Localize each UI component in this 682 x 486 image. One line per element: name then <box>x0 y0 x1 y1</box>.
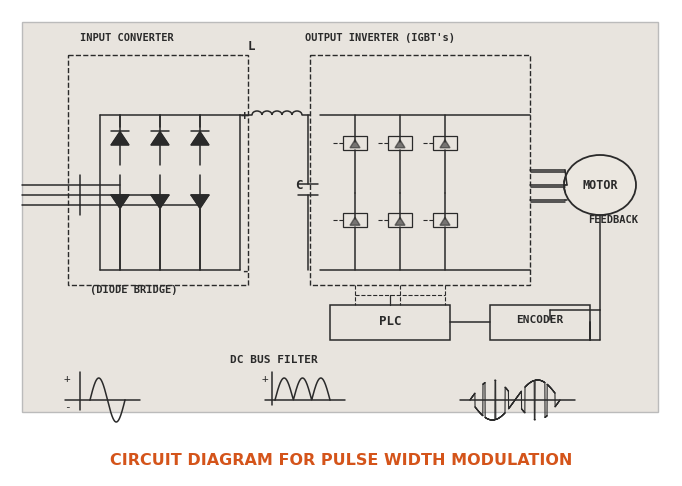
Text: L: L <box>248 40 256 53</box>
Polygon shape <box>111 195 129 208</box>
Polygon shape <box>395 140 405 148</box>
Ellipse shape <box>564 155 636 215</box>
Polygon shape <box>151 132 169 145</box>
Bar <box>343 213 367 227</box>
Text: C: C <box>295 178 303 191</box>
Bar <box>330 305 450 340</box>
Polygon shape <box>395 217 405 225</box>
Bar <box>433 213 457 227</box>
Text: (DIODE BRIDGE): (DIODE BRIDGE) <box>90 285 177 295</box>
Bar <box>433 136 457 150</box>
Text: OUTPUT INVERTER (IGBT's): OUTPUT INVERTER (IGBT's) <box>305 33 455 43</box>
FancyBboxPatch shape <box>22 22 658 412</box>
Text: -: - <box>64 402 71 412</box>
Text: DC BUS FILTER: DC BUS FILTER <box>230 355 318 365</box>
Polygon shape <box>350 217 360 225</box>
Text: PLC: PLC <box>379 315 401 328</box>
Polygon shape <box>440 140 450 148</box>
Text: +: + <box>241 110 248 123</box>
Text: ENCODER: ENCODER <box>516 315 563 325</box>
Text: MOTOR: MOTOR <box>582 178 618 191</box>
Text: CIRCUIT DIAGRAM FOR PULSE WIDTH MODULATION: CIRCUIT DIAGRAM FOR PULSE WIDTH MODULATI… <box>110 452 572 468</box>
Polygon shape <box>151 195 169 208</box>
Bar <box>310 55 530 285</box>
Polygon shape <box>191 195 209 208</box>
Bar <box>388 136 412 150</box>
Polygon shape <box>350 140 360 148</box>
Bar <box>68 55 248 285</box>
Text: INPUT CONVERTER: INPUT CONVERTER <box>80 33 174 43</box>
Text: -: - <box>241 265 248 278</box>
Bar <box>490 305 590 340</box>
Text: +: + <box>262 374 269 384</box>
Text: FEEDBACK: FEEDBACK <box>588 215 638 225</box>
Text: +: + <box>64 374 71 384</box>
Polygon shape <box>111 132 129 145</box>
Polygon shape <box>191 132 209 145</box>
Polygon shape <box>440 217 450 225</box>
Bar <box>388 213 412 227</box>
Bar <box>343 136 367 150</box>
